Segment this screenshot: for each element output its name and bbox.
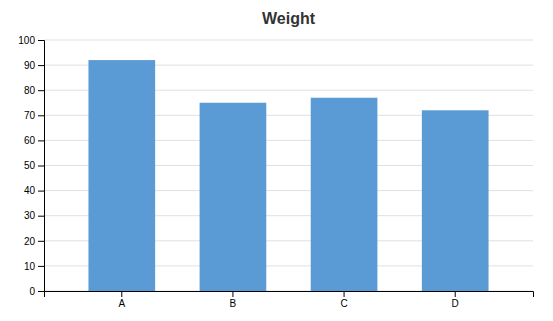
tick-label: 70 [24,110,36,121]
y-tick: 0 [29,286,44,297]
bars [88,60,488,291]
y-tick: 80 [24,85,44,96]
y-tick: 100 [18,35,44,46]
y-axis: 0 10 20 30 40 50 60 70 80 90 100 [18,35,44,297]
x-tick: C [340,291,347,309]
axis-line [45,292,534,298]
tick-mark [455,291,456,297]
tick-mark [38,291,44,292]
tick-mark [38,115,44,116]
y-tick: 40 [24,185,44,196]
bar [311,98,378,291]
y-tick: 20 [24,236,44,247]
y-tick: 70 [24,110,44,121]
x-axis: A B C D [45,291,534,309]
y-tick: 60 [24,135,44,146]
tick-label: 60 [24,135,36,146]
bar [200,103,267,291]
x-tick: B [230,291,237,309]
tick-label: 80 [24,85,36,96]
plot: 0 10 20 30 40 50 60 70 80 90 100 A B C D [18,35,533,309]
tick-mark [38,191,44,192]
tick-label: 0 [29,286,35,297]
x-tick: A [118,291,125,309]
tick-label: 50 [24,160,36,171]
tick-label: 20 [24,236,36,247]
tick-label: D [452,298,459,309]
tick-label: 100 [18,35,35,46]
tick-mark [344,291,345,297]
tick-mark [38,166,44,167]
tick-label: C [340,298,347,309]
axis-line [38,41,45,292]
tick-mark [232,291,233,297]
bar [422,110,489,291]
tick-label: 90 [24,60,36,71]
bar [88,60,155,291]
tick-mark [38,266,44,267]
tick-mark [38,40,44,41]
tick-label: 30 [24,210,36,221]
grid-line [44,40,533,41]
tick-label: 40 [24,185,36,196]
tick-mark [38,65,44,66]
x-tick: D [452,291,459,309]
tick-mark [121,291,122,297]
tick-mark [38,216,44,217]
tick-label: 10 [24,261,36,272]
y-tick: 10 [24,261,44,272]
tick-label: B [230,298,237,309]
tick-label: A [118,298,125,309]
chart: 0 10 20 30 40 50 60 70 80 90 100 A B C D Weight [0,0,553,321]
y-tick: 90 [24,60,44,71]
tick-mark [38,90,44,91]
title: Weight [262,10,316,27]
grid [44,40,533,291]
y-tick: 50 [24,160,44,171]
tick-mark [38,140,44,141]
tick-mark [38,241,44,242]
y-tick: 30 [24,210,44,221]
